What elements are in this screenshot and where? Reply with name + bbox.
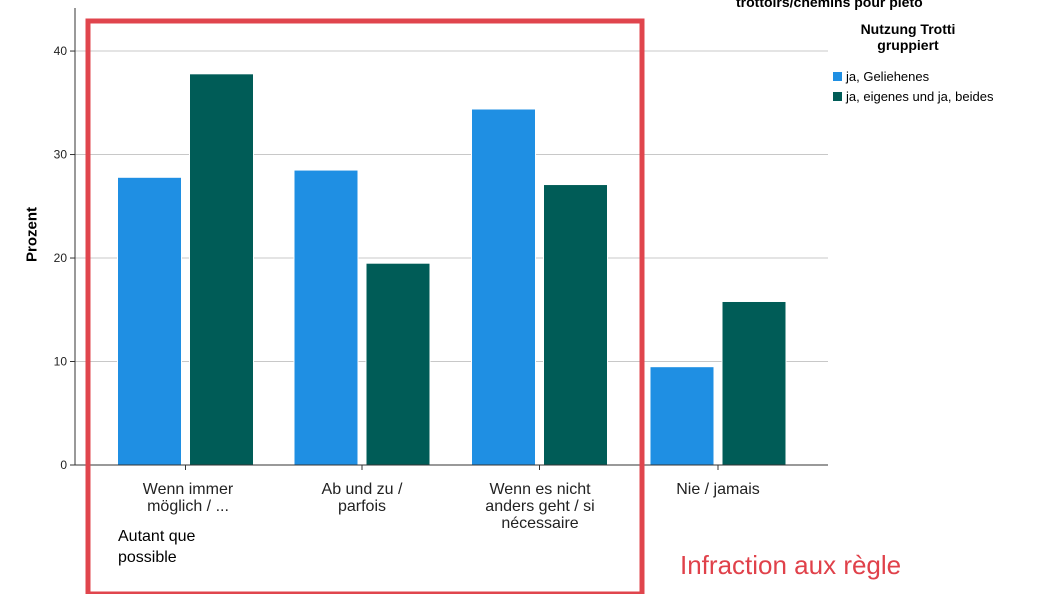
legend-label-series-2: ja, eigenes und ja, beides	[846, 89, 994, 104]
y-tick-label-40: 40	[54, 44, 68, 58]
y-tick-label-0: 0	[60, 458, 67, 472]
y-axis-label: Prozent	[23, 207, 41, 263]
bar-series-1-category-2	[293, 169, 359, 466]
bar-series-1-category-4	[649, 366, 715, 466]
bar-series-2-category-3	[543, 184, 608, 466]
highlight-box	[85, 18, 645, 594]
legend-swatch-series-1	[832, 71, 843, 82]
footer-caption: Infraction aux règle	[680, 550, 902, 580]
legend-item-series-1: ja, Geliehenes	[832, 69, 929, 84]
bar-series-1-category-1	[117, 176, 182, 466]
category-label-3: Wenn es nicht anders geht / si nécessair…	[485, 481, 595, 532]
legend-title: Nutzung Trotti gruppiert	[860, 21, 956, 53]
bar-series-2-category-1	[189, 73, 254, 466]
bar-series-2-category-4	[721, 300, 787, 466]
category-label-2: Ab und zu / parfois	[321, 481, 403, 515]
y-tick-label-10: 10	[54, 355, 68, 369]
category-label-1: Wenn immer möglich / ...	[142, 481, 234, 515]
chart-title-fragment: trottoirs/chemins pour piéto	[736, 0, 923, 10]
bar-series-2-category-2	[365, 262, 431, 466]
legend-item-series-2: ja, eigenes und ja, beides	[832, 89, 993, 104]
bar-series-1-category-3	[471, 108, 536, 466]
legend-label-series-1: ja, Geliehenes	[846, 69, 930, 84]
category-label-4: Nie / jamais	[676, 481, 760, 498]
y-tick-label-30: 30	[54, 148, 68, 162]
y-tick-label-20: 20	[54, 251, 68, 265]
annotation-label: Autant que possible	[118, 528, 196, 566]
legend-swatch-series-2	[832, 91, 843, 102]
